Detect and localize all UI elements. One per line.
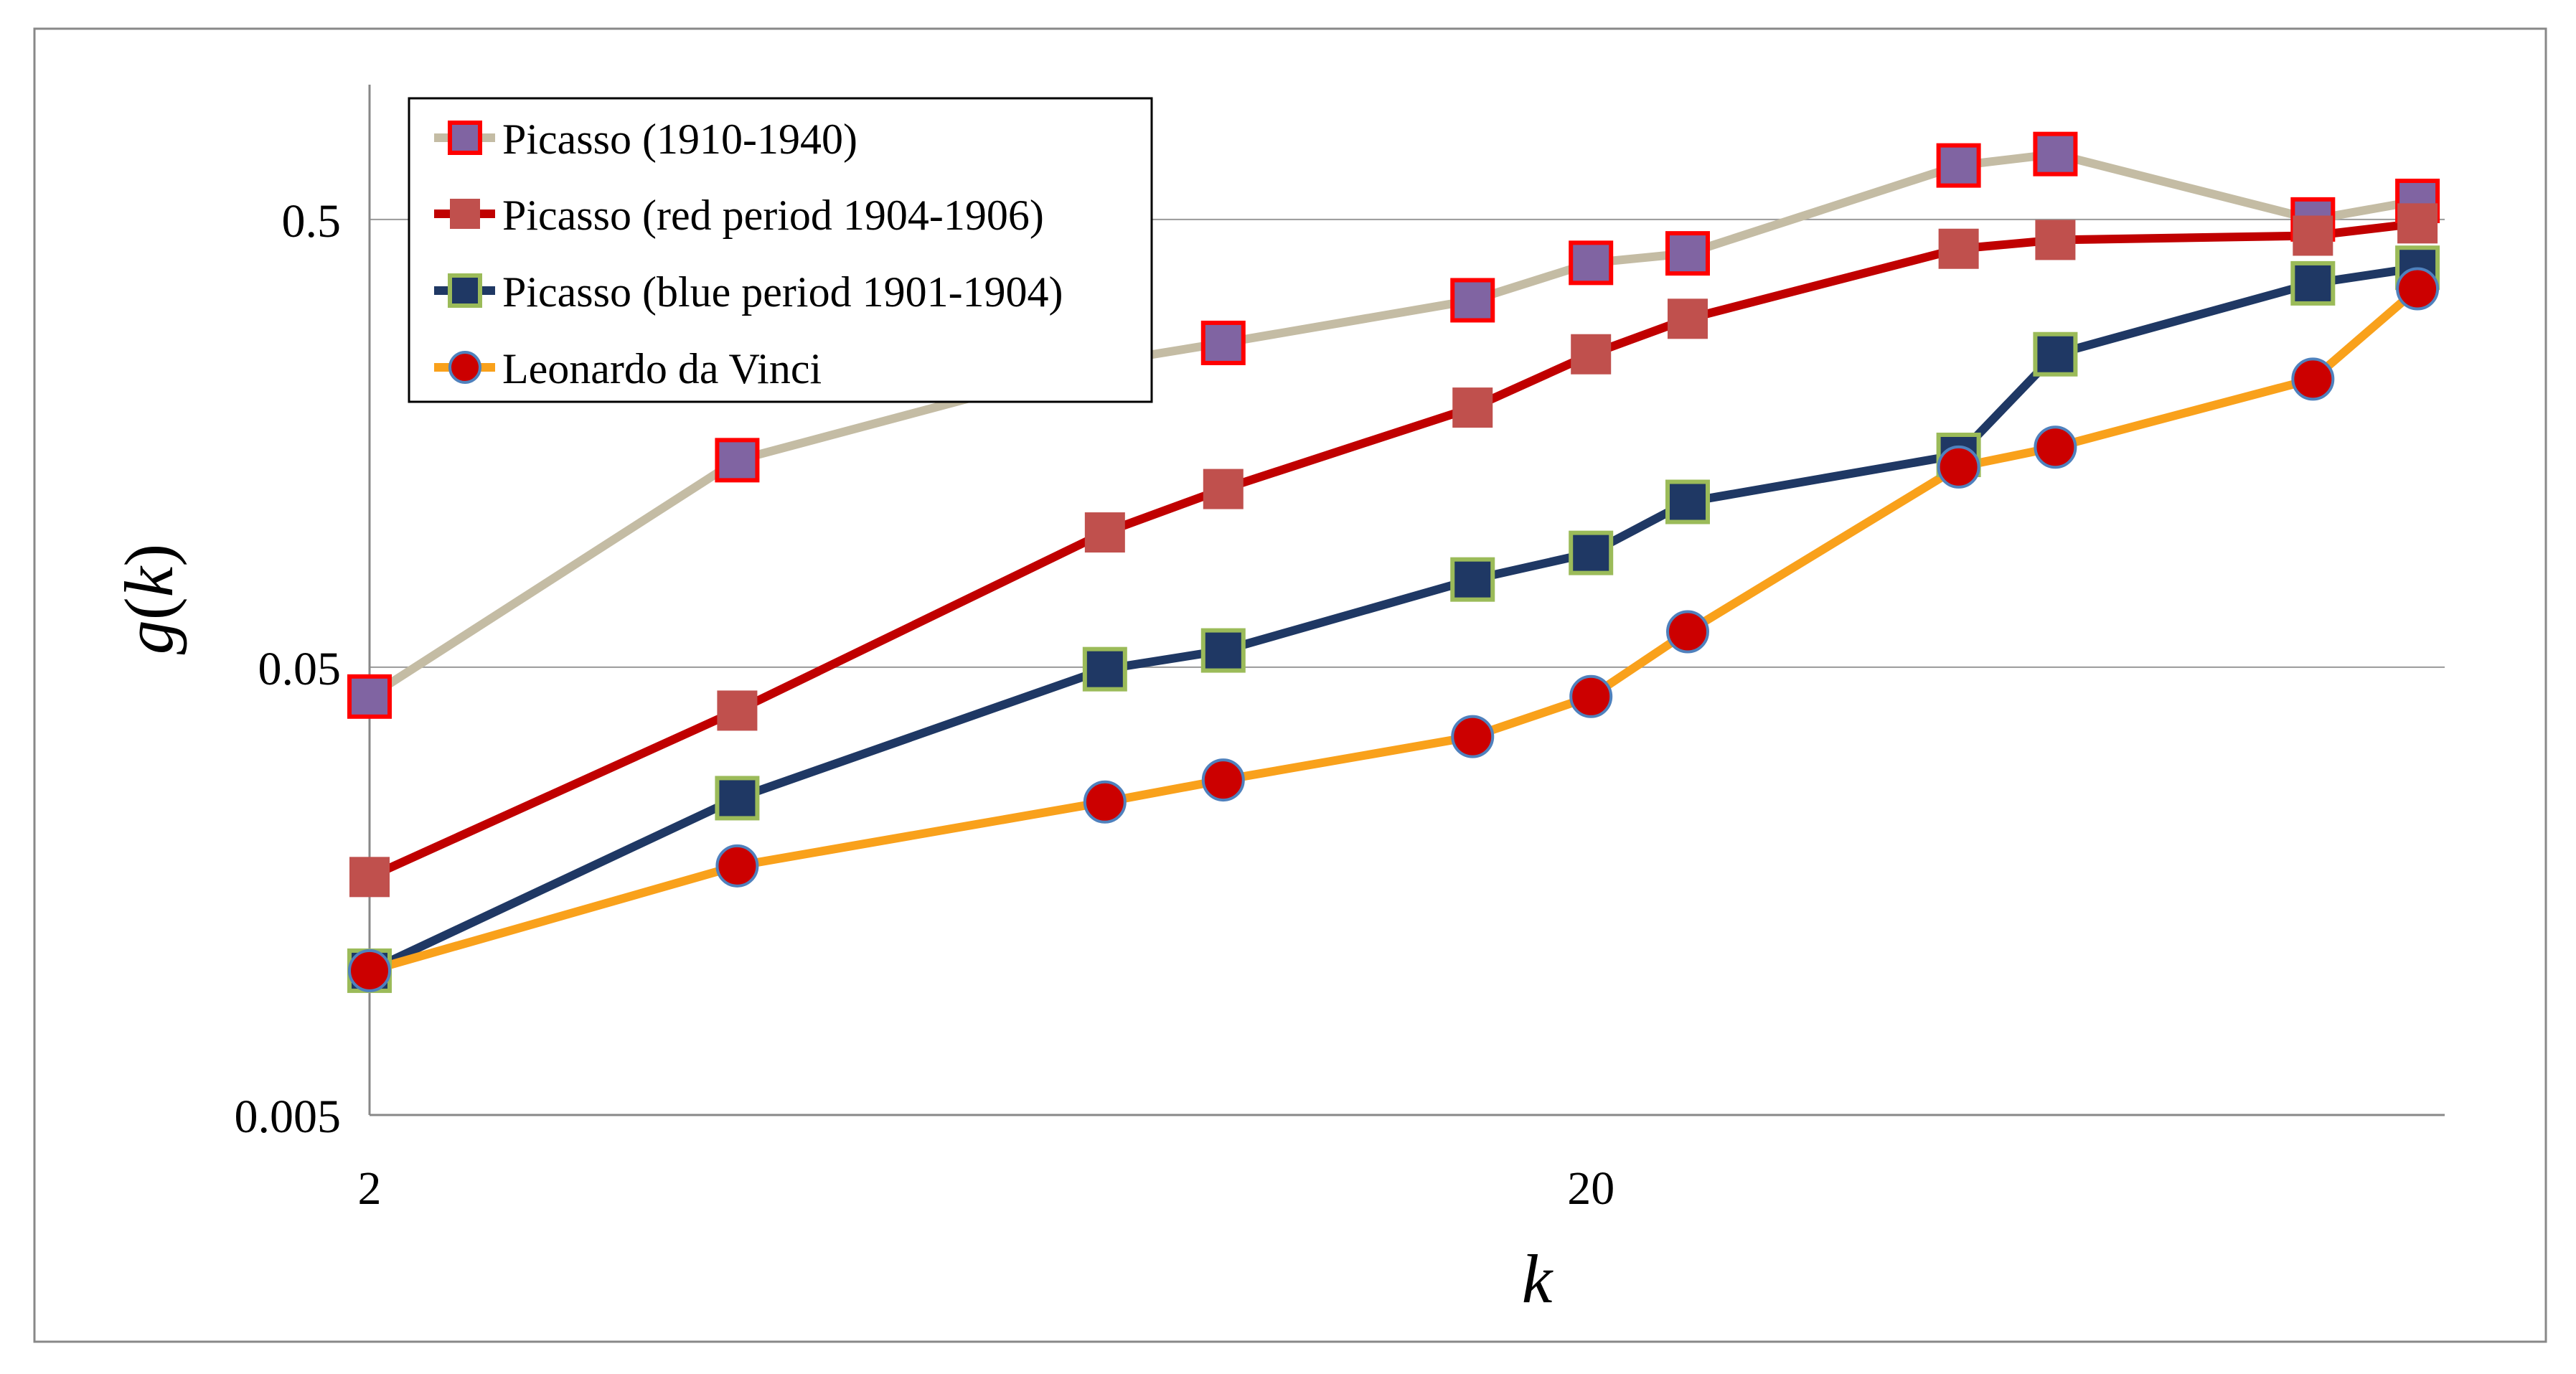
legend-marker bbox=[448, 273, 482, 308]
data-point-picasso-blue-period-1901-1904 bbox=[2033, 331, 2078, 377]
data-point-picasso-red-period-1904-1906 bbox=[2397, 203, 2438, 244]
data-point-picasso-blue-period-1901-1904 bbox=[1082, 646, 1127, 692]
x-tick-label: 20 bbox=[1567, 1162, 1614, 1215]
data-point-leonardo-da-vinci bbox=[1451, 715, 1495, 758]
data-point-leonardo-da-vinci bbox=[1665, 610, 1709, 654]
data-point-leonardo-da-vinci bbox=[2034, 425, 2077, 469]
data-point-leonardo-da-vinci bbox=[1083, 780, 1127, 824]
data-point-leonardo-da-vinci bbox=[2291, 357, 2335, 401]
x-tick-label: 2 bbox=[358, 1162, 382, 1215]
legend-marker bbox=[448, 121, 482, 155]
y-tick-label: 0.5 bbox=[282, 195, 342, 248]
data-point-picasso-1910-1940 bbox=[715, 438, 760, 483]
data-point-picasso-1910-1940 bbox=[1200, 320, 1246, 365]
data-point-picasso-blue-period-1901-1904 bbox=[715, 776, 760, 821]
legend-label: Leonardo da Vinci bbox=[502, 345, 822, 392]
data-point-leonardo-da-vinci bbox=[1937, 445, 1980, 489]
x-axis-label: k bbox=[1522, 1241, 1554, 1317]
data-point-picasso-red-period-1904-1906 bbox=[1203, 469, 1244, 509]
y-tick-label: 0.05 bbox=[258, 643, 342, 695]
data-point-picasso-1910-1940 bbox=[2033, 131, 2078, 177]
data-point-picasso-blue-period-1901-1904 bbox=[1665, 479, 1710, 524]
data-point-picasso-red-period-1904-1906 bbox=[717, 690, 758, 731]
data-point-picasso-red-period-1904-1906 bbox=[1452, 387, 1493, 428]
data-point-picasso-1910-1940 bbox=[1569, 240, 1614, 286]
data-point-picasso-red-period-1904-1906 bbox=[1571, 334, 1612, 375]
data-point-picasso-red-period-1904-1906 bbox=[1667, 298, 1708, 339]
data-point-picasso-1910-1940 bbox=[1450, 278, 1495, 323]
legend-label: Picasso (blue period 1901-1904) bbox=[502, 268, 1063, 316]
data-point-picasso-blue-period-1901-1904 bbox=[2290, 260, 2336, 306]
data-point-picasso-blue-period-1901-1904 bbox=[1569, 530, 1614, 575]
data-point-picasso-red-period-1904-1906 bbox=[2293, 215, 2333, 256]
y-axis-label: g(k) bbox=[111, 544, 187, 655]
data-point-picasso-blue-period-1901-1904 bbox=[1200, 628, 1246, 673]
legend: Picasso (1910-1940) Picasso (red period 1… bbox=[408, 97, 1153, 403]
data-point-picasso-blue-period-1901-1904 bbox=[1450, 557, 1495, 602]
data-point-leonardo-da-vinci bbox=[715, 844, 759, 888]
data-point-picasso-1910-1940 bbox=[1936, 143, 1981, 188]
tick-labels: 0.005 0.05 0.5 2 20 bbox=[235, 195, 1615, 1215]
data-point-picasso-red-period-1904-1906 bbox=[1084, 512, 1125, 553]
legend-label: Picasso (red period 1904-1906) bbox=[502, 192, 1044, 239]
data-point-picasso-1910-1940 bbox=[347, 674, 392, 719]
series-markers bbox=[347, 131, 2440, 993]
data-point-leonardo-da-vinci bbox=[2396, 267, 2440, 311]
legend-label: Picasso (1910-1940) bbox=[502, 116, 857, 163]
data-point-leonardo-da-vinci bbox=[1201, 758, 1245, 802]
legend-marker bbox=[450, 199, 480, 229]
data-point-leonardo-da-vinci bbox=[1569, 674, 1613, 718]
legend-marker bbox=[448, 351, 481, 384]
data-point-picasso-red-period-1904-1906 bbox=[1938, 228, 1979, 269]
data-point-picasso-1910-1940 bbox=[1665, 231, 1710, 276]
data-point-leonardo-da-vinci bbox=[348, 949, 391, 992]
legend-box bbox=[408, 97, 1153, 403]
data-point-picasso-red-period-1904-1906 bbox=[2035, 220, 2076, 260]
y-tick-label: 0.005 bbox=[235, 1091, 342, 1143]
axes bbox=[368, 85, 2445, 1116]
data-point-picasso-red-period-1904-1906 bbox=[349, 857, 390, 898]
